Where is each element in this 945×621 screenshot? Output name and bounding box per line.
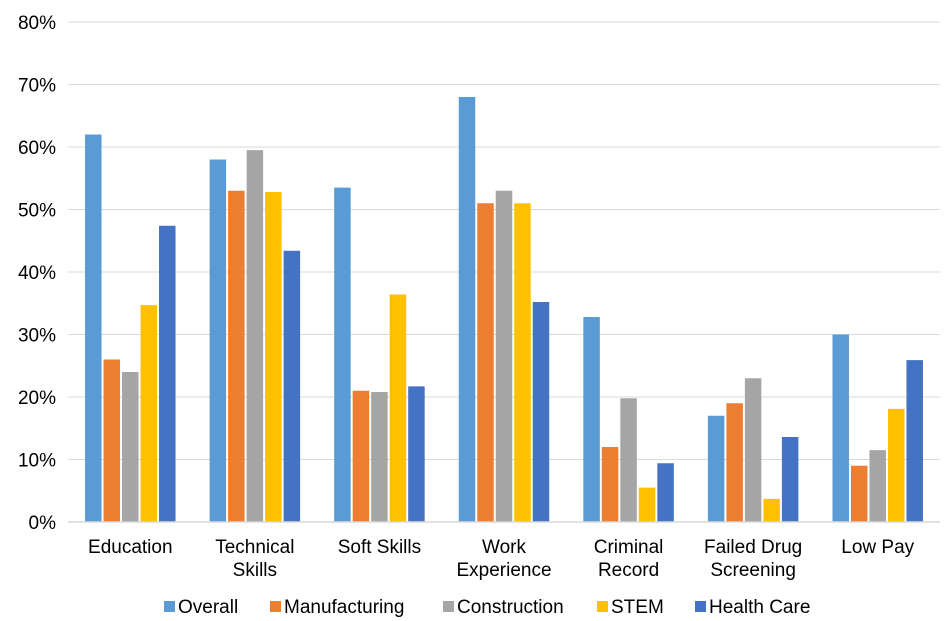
category-label-line: Education <box>88 537 173 558</box>
bar-construction <box>246 150 264 522</box>
legend-label: Construction <box>457 597 564 618</box>
legend-swatch <box>164 601 175 612</box>
y-axis-ticks: 0% 10% 20% 30% 40% 50% 60% 70% 80% <box>18 13 56 534</box>
category-label: Work Experience <box>456 537 551 581</box>
category-label: Soft Skills <box>338 537 421 558</box>
y-tick-label: 10% <box>18 451 56 472</box>
bar-construction <box>744 378 762 522</box>
y-tick-label: 30% <box>18 326 56 347</box>
category-label-line: Experience <box>456 560 551 581</box>
bar-construction <box>371 392 388 522</box>
y-tick-label: 80% <box>18 13 56 34</box>
legend: Overall Manufacturing Construction STEM Heal… <box>164 597 810 618</box>
bar-stem <box>514 203 531 522</box>
category-label-line: Failed Drug <box>704 537 802 558</box>
bar-stem <box>638 487 656 522</box>
bar-manufacturing <box>352 390 370 522</box>
y-tick-label: 0% <box>29 513 57 534</box>
bar-stem <box>389 294 407 522</box>
bar-stem <box>140 305 158 522</box>
bar-manufacturing <box>850 465 868 522</box>
y-tick-label: 50% <box>18 201 56 222</box>
legend-swatch <box>597 601 608 612</box>
category-label-line: Work <box>482 537 526 558</box>
legend-swatch <box>270 601 281 612</box>
category-label-line: Technical <box>215 537 294 558</box>
category-label-line: Criminal <box>594 537 664 558</box>
bar-overall <box>85 134 102 522</box>
y-tick-label: 70% <box>18 76 56 97</box>
bar-health-care <box>408 386 425 522</box>
bar-construction <box>869 450 886 522</box>
bar-overall <box>583 317 600 522</box>
bar-stem <box>265 192 282 522</box>
legend-swatch <box>695 601 706 612</box>
category-label: Failed Drug Screening <box>704 537 802 581</box>
bar-manufacturing <box>601 447 619 522</box>
bar-manufacturing <box>726 403 743 522</box>
category-label: Low Pay <box>841 537 914 558</box>
legend-label: Health Care <box>709 597 810 618</box>
bar-stem <box>887 408 905 522</box>
y-tick-label: 60% <box>18 138 56 159</box>
category-label: Criminal Record <box>594 537 664 581</box>
category-label: Education <box>88 537 173 558</box>
bar-health-care <box>159 225 176 522</box>
bar-health-care <box>283 250 301 522</box>
legend-swatch <box>443 601 454 612</box>
category-label-line: Skills <box>233 560 277 581</box>
bar-health-care <box>906 360 923 522</box>
bar-overall <box>707 415 725 522</box>
category-labels: Education Technical Skills Soft Skills Work E… <box>88 537 915 581</box>
legend-label: Manufacturing <box>284 597 404 618</box>
category-label-line: Record <box>598 560 659 581</box>
y-tick-label: 20% <box>18 388 56 409</box>
bar-overall <box>209 159 227 522</box>
bar-manufacturing <box>477 203 494 522</box>
legend-label: Overall <box>178 597 238 618</box>
category-label-line: Soft Skills <box>338 537 421 558</box>
bar-health-care <box>781 437 799 522</box>
bar-manufacturing <box>103 359 121 522</box>
bar-overall <box>832 334 849 522</box>
bar-stem <box>763 498 780 522</box>
bar-construction <box>122 372 139 522</box>
bar-overall <box>458 97 476 522</box>
bars <box>85 97 923 522</box>
category-label-line: Low Pay <box>841 537 914 558</box>
legend-label: STEM <box>611 597 664 618</box>
y-tick-label: 40% <box>18 263 56 284</box>
bar-health-care <box>657 463 674 522</box>
bar-overall <box>334 187 351 522</box>
bar-health-care <box>532 302 550 522</box>
bar-construction <box>495 190 513 522</box>
category-label: Technical Skills <box>215 537 294 581</box>
category-label-line: Screening <box>710 560 796 581</box>
bar-construction <box>620 398 637 522</box>
bar-manufacturing <box>228 190 245 522</box>
